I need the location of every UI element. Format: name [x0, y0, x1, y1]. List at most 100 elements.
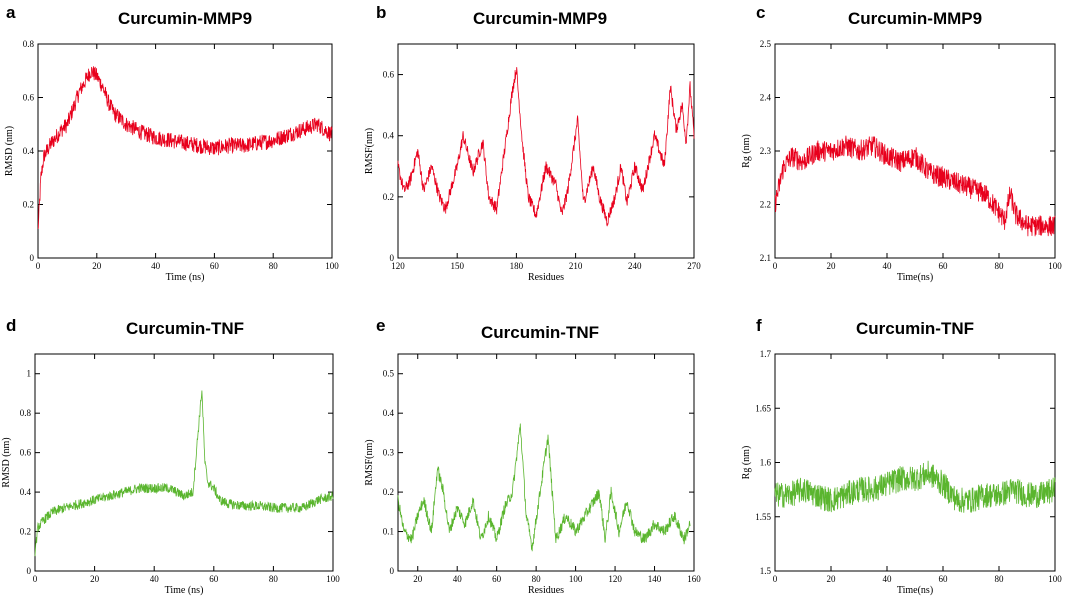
chart-panel-c: c Curcumin-MMP9 0 20 40 60 80 100 2.1 2.2 2.3 2.4 2.…: [741, 3, 1062, 283]
x-tick-label: 0: [773, 574, 778, 584]
x-tick-label: 60: [939, 574, 949, 584]
series-line: [774, 135, 1056, 237]
y-tick-label: 0.2: [383, 487, 394, 497]
x-tick-label: 40: [453, 574, 463, 584]
panel-letter: c: [756, 3, 765, 22]
y-tick-label: 0.4: [23, 146, 35, 156]
series-line: [774, 460, 1056, 513]
x-tick-label: 20: [92, 261, 102, 271]
panel-letter: e: [376, 316, 385, 335]
x-tick-label: 60: [209, 574, 219, 584]
x-axis-label: Time(ns): [897, 272, 933, 283]
y-tick-label: 0.2: [383, 192, 394, 202]
x-tick-label: 100: [1048, 574, 1062, 584]
x-tick-label: 140: [648, 574, 662, 584]
series-line: [37, 66, 333, 230]
x-tick-label: 80: [995, 261, 1005, 271]
x-tick-label: 40: [883, 261, 893, 271]
x-tick-label: 40: [883, 574, 893, 584]
y-tick-label: 2.5: [760, 39, 772, 49]
x-tick-label: 270: [687, 261, 701, 271]
chart-title: Curcumin-TNF: [126, 319, 244, 338]
chart-panel-b: b Curcumin-MMP9 120 150 180 210 240 270 0 0.2 0.4 0…: [364, 3, 701, 283]
y-tick-label: 0: [390, 253, 395, 263]
series-line: [397, 423, 691, 552]
y-tick-label: 0.8: [20, 408, 32, 418]
panel-letter: d: [6, 316, 16, 335]
y-axis-label: RMSD (nm): [1, 437, 12, 487]
chart-panel-e: e Curcumin-TNF 20 40 60 80 100 120 140 160 0 0.1 0.2…: [364, 316, 701, 596]
x-tick-label: 40: [151, 261, 161, 271]
chart-title: Curcumin-MMP9: [118, 9, 252, 28]
y-tick-label: 1: [27, 369, 32, 379]
chart-panel-d: d Curcumin-TNF 0 20 40 60 80 100 0 0.2 0.4 0.6 0.8 1 T…: [1, 316, 340, 596]
plot-frame: [397, 43, 695, 259]
y-tick-label: 0.2: [23, 200, 34, 210]
chart-title: Curcumin-TNF: [856, 319, 974, 338]
x-axis-label: Time (ns): [166, 272, 205, 283]
y-tick-label: 2.2: [760, 200, 771, 210]
panel-letter: f: [756, 316, 762, 335]
x-tick-label: 20: [827, 574, 837, 584]
x-tick-label: 100: [326, 574, 340, 584]
chart-panel-a: a Curcumin-MMP9 0 20 40 60 80 100 0 0.2 0.4 0.6 0.8 T…: [4, 3, 339, 283]
x-tick-label: 20: [413, 574, 423, 584]
x-tick-label: 240: [628, 261, 642, 271]
x-tick-label: 20: [827, 261, 837, 271]
y-tick-label: 0.5: [383, 369, 395, 379]
x-tick-label: 180: [510, 261, 524, 271]
x-tick-label: 80: [269, 574, 279, 584]
chart-title: Curcumin-TNF: [481, 323, 599, 342]
x-tick-label: 100: [1048, 261, 1062, 271]
x-tick-label: 20: [90, 574, 100, 584]
x-tick-label: 150: [450, 261, 464, 271]
y-axis-label: RMSD (nm): [4, 126, 15, 176]
x-tick-label: 210: [569, 261, 583, 271]
x-tick-label: 80: [995, 574, 1005, 584]
y-tick-label: 0.4: [383, 131, 395, 141]
y-axis-label: Rg (nm): [741, 446, 752, 480]
x-tick-label: 60: [492, 574, 502, 584]
x-tick-label: 80: [269, 261, 279, 271]
y-tick-label: 1.5: [760, 566, 772, 576]
x-axis-label: Residues: [528, 272, 564, 283]
y-tick-label: 0.3: [383, 448, 395, 458]
y-tick-label: 2.3: [760, 146, 772, 156]
y-tick-label: 2.1: [760, 253, 771, 263]
chart-title: Curcumin-MMP9: [848, 9, 982, 28]
y-tick-label: 0.6: [23, 93, 35, 103]
x-axis-label: Time(ns): [897, 585, 933, 596]
series-line: [34, 390, 334, 557]
series-line: [397, 67, 695, 227]
x-tick-label: 40: [150, 574, 160, 584]
chart-title: Curcumin-MMP9: [473, 9, 607, 28]
y-tick-label: 1.65: [755, 403, 771, 413]
x-axis-label: Time (ns): [165, 585, 204, 596]
panel-letter: a: [6, 3, 16, 22]
y-tick-label: 1.7: [760, 349, 772, 359]
x-tick-label: 100: [569, 574, 583, 584]
y-tick-label: 0.6: [383, 70, 395, 80]
plot-frame: [37, 43, 333, 259]
plot-frame: [774, 353, 1056, 572]
x-tick-label: 60: [939, 261, 949, 271]
y-tick-label: 0: [27, 566, 32, 576]
y-tick-label: 0.8: [23, 39, 35, 49]
x-tick-label: 120: [608, 574, 622, 584]
y-tick-label: 0: [30, 253, 35, 263]
y-axis-label: Rg (nm): [741, 134, 752, 168]
panel-letter: b: [376, 3, 386, 22]
x-tick-label: 80: [532, 574, 542, 584]
plot-frame: [34, 353, 334, 572]
x-axis-label: Residues: [528, 585, 564, 596]
y-tick-label: 0.6: [20, 448, 32, 458]
y-tick-label: 0: [390, 566, 395, 576]
y-axis-label: RMSF(nm): [364, 439, 375, 485]
y-tick-label: 0.2: [20, 527, 31, 537]
y-tick-label: 1.55: [755, 512, 771, 522]
y-tick-label: 1.6: [760, 458, 772, 468]
x-tick-label: 120: [391, 261, 405, 271]
x-tick-label: 0: [36, 261, 41, 271]
plot-frame: [397, 353, 695, 572]
